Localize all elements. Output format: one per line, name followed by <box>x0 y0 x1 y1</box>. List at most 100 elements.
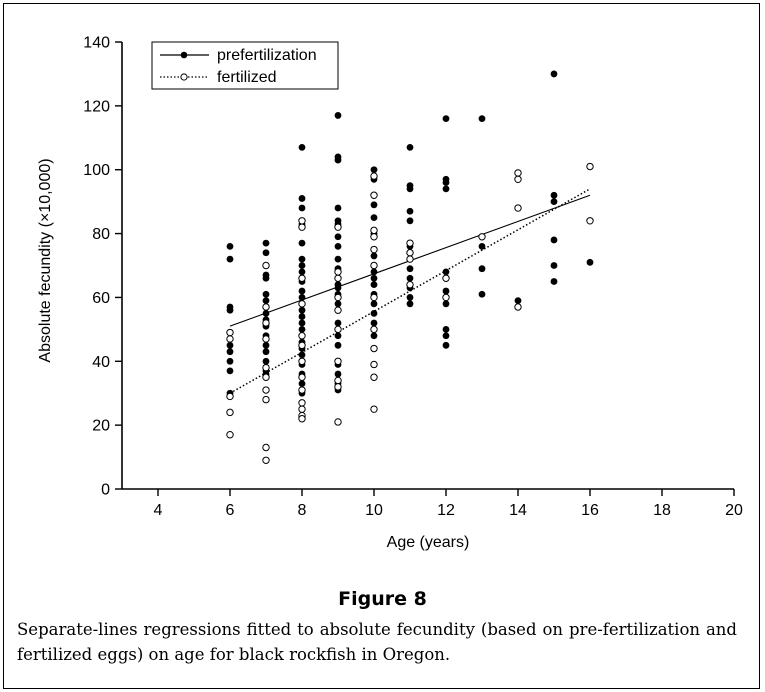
point-prefertilization <box>370 274 378 282</box>
point-fertilized <box>406 239 414 247</box>
point-prefertilization <box>442 332 450 340</box>
point-prefertilization <box>442 325 450 333</box>
point-prefertilization <box>226 242 234 250</box>
legend-label-prefertilization: prefertilization <box>217 47 317 64</box>
point-fertilized <box>442 274 450 282</box>
point-fertilized <box>334 376 342 385</box>
point-fertilized <box>514 303 522 311</box>
point-prefertilization <box>298 351 306 359</box>
point-fertilized <box>370 325 378 334</box>
point-prefertilization <box>478 265 486 273</box>
point-fertilized <box>226 408 234 417</box>
y-tick-label: 120 <box>83 98 110 115</box>
point-prefertilization <box>298 287 306 295</box>
figure-caption: Separate-lines regressions fitted to abs… <box>17 620 737 664</box>
point-fertilized <box>298 217 306 225</box>
point-fertilized <box>298 386 306 394</box>
point-fertilized <box>226 431 234 439</box>
point-fertilized <box>334 357 342 365</box>
point-fertilized <box>334 293 342 302</box>
point-fertilized <box>262 335 270 343</box>
point-prefertilization <box>406 274 414 282</box>
x-tick-label: 20 <box>725 502 743 519</box>
point-prefertilization <box>550 198 558 206</box>
point-fertilized <box>370 373 378 381</box>
point-prefertilization <box>550 262 558 269</box>
point-fertilized <box>262 395 270 404</box>
point-prefertilization <box>370 268 378 276</box>
x-tick-label: 8 <box>298 502 307 519</box>
point-prefertilization <box>262 297 270 305</box>
point-prefertilization <box>334 300 342 308</box>
point-prefertilization <box>298 204 306 212</box>
point-prefertilization <box>262 249 270 257</box>
point-prefertilization <box>226 348 234 356</box>
point-prefertilization <box>550 236 558 244</box>
point-fertilized <box>262 303 270 311</box>
point-prefertilization <box>550 70 558 78</box>
x-tick-label: 4 <box>154 502 163 519</box>
point-fertilized <box>226 392 234 401</box>
x-tick-label: 12 <box>437 502 455 519</box>
point-prefertilization <box>298 239 306 247</box>
point-prefertilization <box>406 294 414 301</box>
point-prefertilization <box>262 309 270 317</box>
axes: 4 6 8 10 12 14 16 18 20 0 20 40 60 80 100 120 140 <box>83 35 743 520</box>
point-prefertilization <box>514 297 522 305</box>
point-fertilized <box>298 357 306 365</box>
point-prefertilization <box>442 115 450 123</box>
figure-frame: 4 6 8 10 12 14 16 18 20 0 20 40 60 80 100 120 140 Age (y… <box>3 3 760 689</box>
point-fertilized <box>406 280 414 289</box>
point-fertilized <box>334 383 342 391</box>
point-prefertilization <box>370 214 378 222</box>
point-fertilized <box>370 245 378 254</box>
point-fertilized <box>334 306 342 314</box>
point-fertilized <box>298 223 306 231</box>
point-prefertilization <box>226 306 234 314</box>
point-prefertilization <box>370 300 378 308</box>
point-prefertilization <box>298 319 306 327</box>
point-prefertilization <box>298 262 306 269</box>
point-fertilized <box>298 300 306 308</box>
y-tick-label: 60 <box>92 290 110 307</box>
point-prefertilization <box>226 357 234 365</box>
point-prefertilization <box>334 242 342 250</box>
point-fertilized <box>262 386 270 394</box>
point-prefertilization <box>334 341 342 349</box>
point-fertilized <box>514 204 522 212</box>
point-fertilized <box>370 405 378 413</box>
point-prefertilization <box>442 341 450 349</box>
point-prefertilization <box>442 300 450 308</box>
point-fertilized <box>298 405 306 413</box>
point-prefertilization <box>226 341 234 349</box>
point-fertilized <box>370 191 378 199</box>
point-prefertilization <box>334 319 342 327</box>
point-prefertilization <box>370 166 378 174</box>
point-fertilized <box>370 226 378 235</box>
point-prefertilization <box>406 185 414 193</box>
point-prefertilization <box>298 306 306 314</box>
point-fertilized <box>586 217 594 225</box>
point-prefertilization <box>334 233 342 241</box>
point-fertilized <box>262 443 270 452</box>
point-fertilized <box>262 456 270 464</box>
point-prefertilization <box>370 281 378 289</box>
point-prefertilization <box>406 143 414 151</box>
point-prefertilization <box>406 207 414 215</box>
figure-number: Figure 8 <box>338 588 427 610</box>
point-prefertilization <box>478 115 486 123</box>
point-prefertilization <box>262 274 270 282</box>
scatter-chart: 4 6 8 10 12 14 16 18 20 0 20 40 60 80 100 120 140 Age (y… <box>37 35 743 552</box>
y-tick-label: 20 <box>92 418 110 435</box>
point-prefertilization <box>370 309 378 317</box>
point-prefertilization <box>442 287 450 295</box>
y-tick-label: 0 <box>101 482 110 499</box>
point-fertilized <box>298 274 306 282</box>
point-fertilized <box>298 332 306 340</box>
point-fertilized <box>370 172 378 180</box>
point-fertilized <box>226 328 234 337</box>
point-fertilized <box>586 162 594 171</box>
point-prefertilization <box>298 143 306 151</box>
point-fertilized <box>478 233 486 241</box>
point-prefertilization <box>586 258 594 266</box>
